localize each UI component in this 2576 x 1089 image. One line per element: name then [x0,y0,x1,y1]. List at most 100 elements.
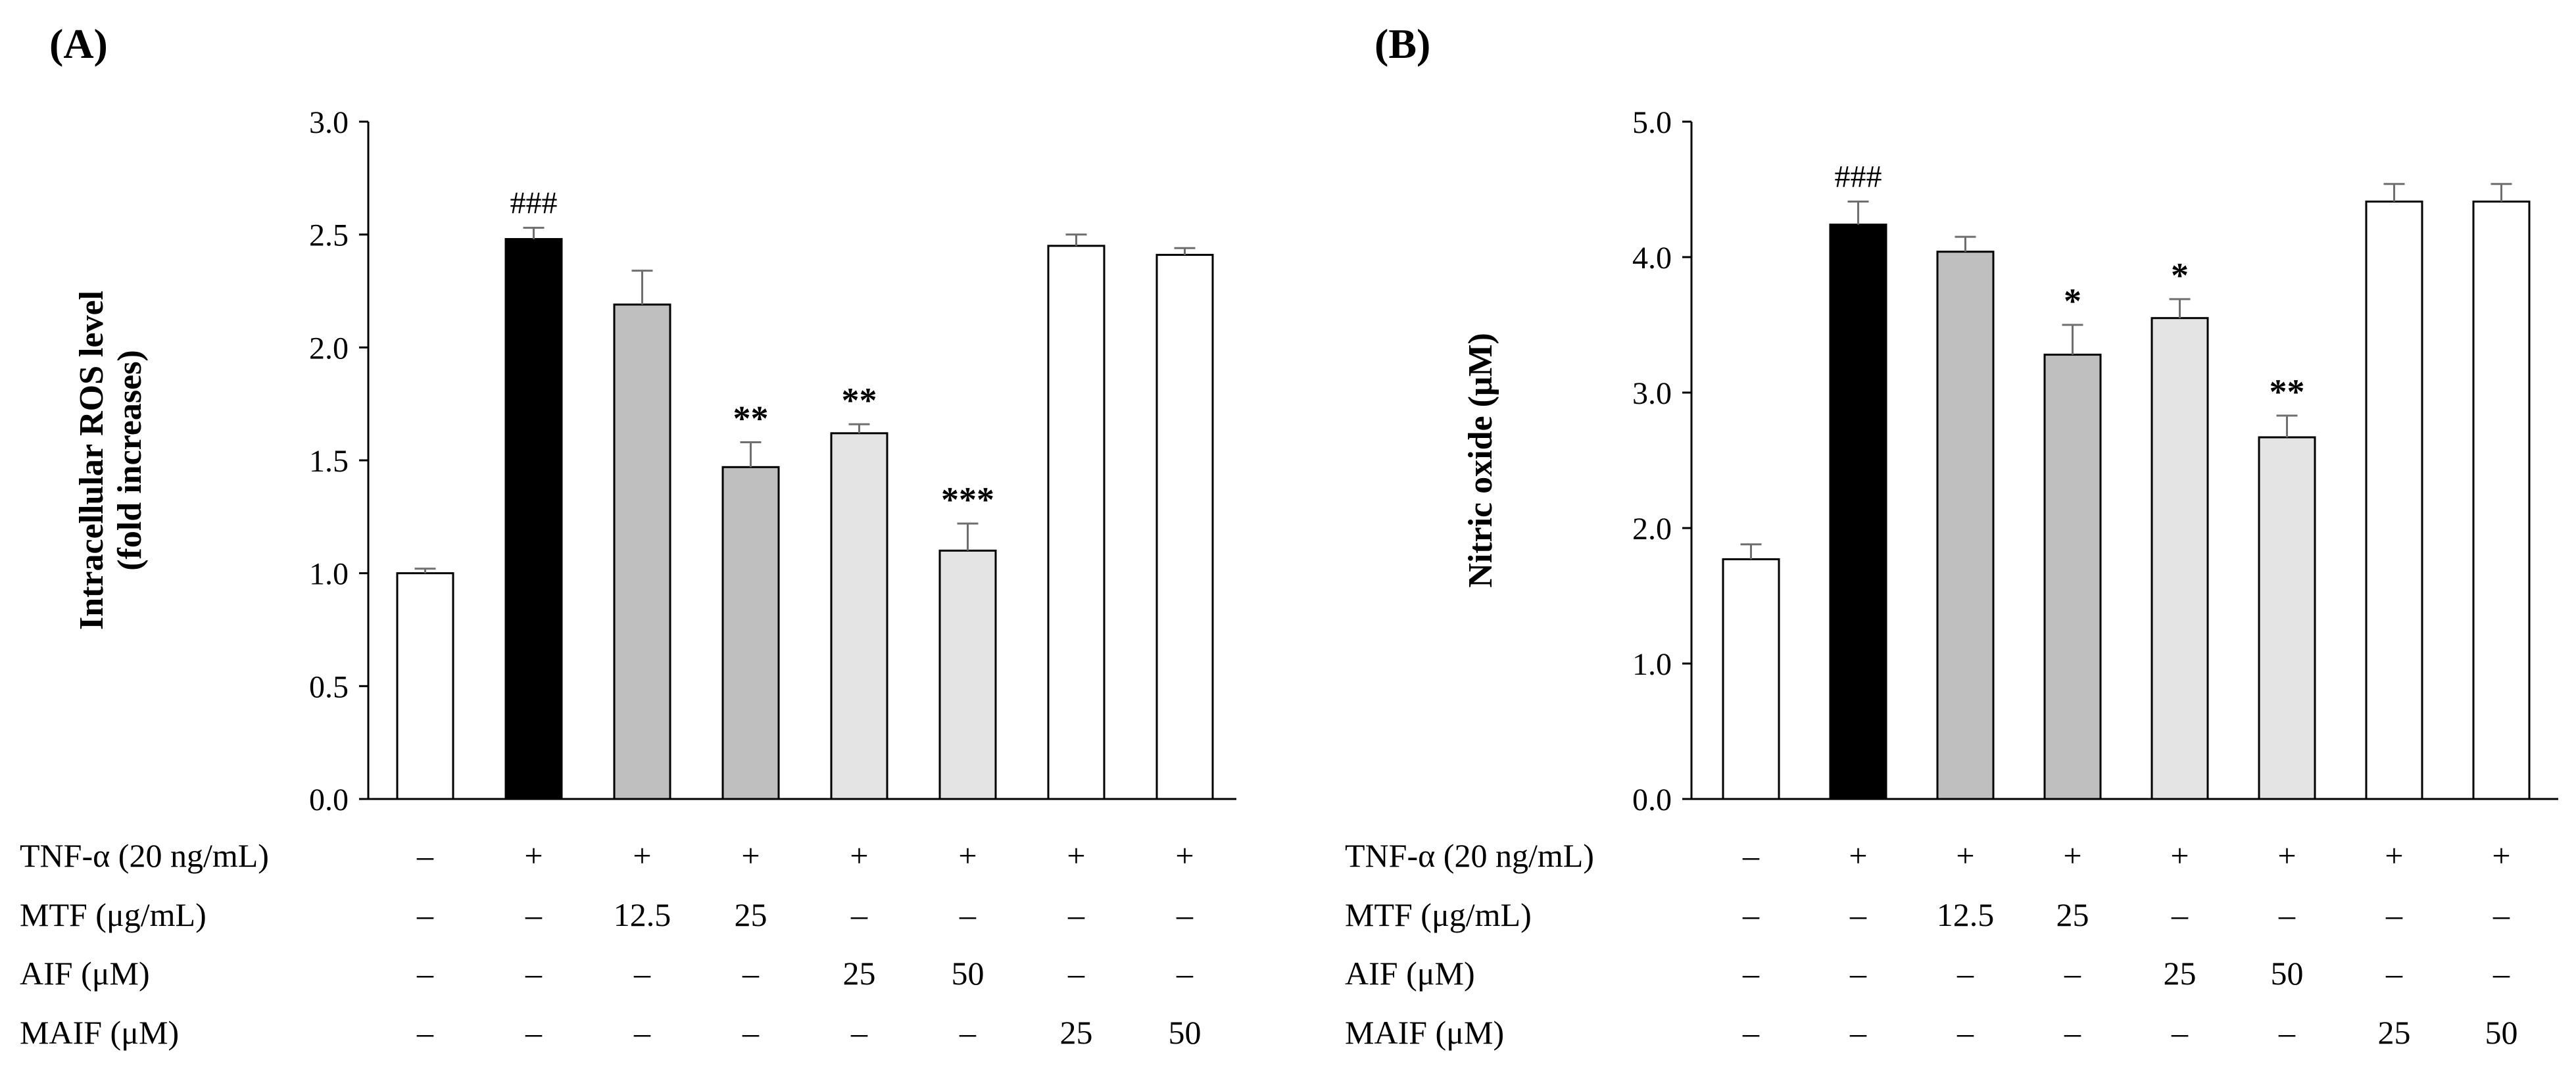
bar [504,238,563,800]
treatment-value: – [742,1014,760,1051]
treatment-value: + [958,837,977,874]
treatment-value: + [1956,837,1974,874]
treatment-label: MAIF (μM) [1345,1014,1504,1051]
treatment-value: 50 [1169,1014,1202,1051]
y-tick-label: 2.0 [309,331,349,366]
y-tick-label: 1.0 [309,557,349,592]
bar [2151,317,2209,800]
treatment-value: + [633,837,651,874]
significance-label: *** [941,480,994,520]
treatment-value: + [2170,837,2189,874]
y-tick-label: 4.0 [1632,241,1672,276]
treatment-value: 50 [952,955,984,992]
treatment-value: – [1849,955,1867,992]
treatment-value: + [524,837,543,874]
panel-a: (A) 0.0 0.5 1.0 1.5 2.0 2.5 3.0 Intracellular RO… [49,20,1236,817]
treatment-value: – [2278,896,2296,933]
treatment-label: TNF-α (20 ng/mL) [20,837,269,874]
treatment-value: + [850,837,868,874]
treatment-value: – [2278,1014,2296,1051]
treatment-value: + [2492,837,2510,874]
treatment-value: – [525,1014,543,1051]
treatment-label: AIF (μM) [1345,955,1475,992]
y-tick-label: 2.0 [1632,512,1672,546]
treatment-value: – [2171,1014,2189,1051]
treatment-value: – [416,955,434,992]
treatment-value: + [1067,837,1085,874]
y-tick-label: 0.0 [309,783,349,817]
y-axis-label: Intracellular ROS level [73,291,110,630]
significance-label: ** [2270,372,2305,412]
y-tick-label: 0.0 [1632,783,1672,817]
treatment-value: + [2277,837,2296,874]
treatment-value: – [416,896,434,933]
treatment-value: – [2171,896,2189,933]
treatment-value: 25 [2164,955,2197,992]
significance-label: ** [733,399,769,439]
y-tick-label: 5.0 [1632,105,1672,140]
treatment-value: + [1175,837,1194,874]
bar [1047,245,1106,800]
treatment-value: 25 [843,955,876,992]
treatment-value: 25 [2056,896,2089,933]
treatment-value: – [742,955,760,992]
treatment-label: MAIF (μM) [20,1014,179,1051]
significance-label: ** [842,381,877,420]
treatment-value: – [2385,896,2403,933]
treatment-value: – [1742,1014,1760,1051]
treatment-value: – [525,955,543,992]
bar [830,432,888,800]
significance-label: * [2064,281,2081,321]
treatment-value: – [959,896,977,933]
treatment-value: – [525,896,543,933]
treatment-value: 50 [2485,1014,2518,1051]
significance-label: ### [510,185,558,220]
treatment-value: 25 [2378,1014,2411,1051]
bar [613,303,671,800]
bar [1829,224,1887,800]
treatment-value: – [633,955,651,992]
panel-label: (B) [1374,20,1430,67]
bar [2365,201,2423,800]
treatment-value: – [850,1014,868,1051]
treatment-label: MTF (μg/mL) [20,896,207,933]
treatment-value: + [2385,837,2403,874]
treatment-value: – [1742,955,1760,992]
treatment-value: – [1176,896,1194,933]
treatment-label: MTF (μg/mL) [1345,896,1532,933]
treatment-value: – [1742,896,1760,933]
treatment-value: – [633,1014,651,1051]
treatment-value: – [1742,837,1760,874]
treatment-value: – [1067,896,1085,933]
treatment-value: – [2492,896,2510,933]
treatment-value: – [2064,1014,2081,1051]
treatment-value: + [1849,837,1867,874]
treatment-value: 12.5 [1937,896,1995,933]
treatment-value: – [1067,955,1085,992]
treatment-label: AIF (μM) [20,955,150,992]
bar [1722,558,1780,800]
y-tick-label: 3.0 [309,105,349,140]
bar [396,572,454,800]
y-tick-label: 2.5 [309,218,349,253]
treatment-value: – [2492,955,2510,992]
significance-label: ### [1835,160,1882,195]
y-tick-label: 3.0 [1632,376,1672,411]
treatment-value: + [2063,837,2081,874]
treatment-value: – [1849,1014,1867,1051]
y-tick-label: 0.5 [309,669,349,704]
treatment-table-a: TNF-α (20 ng/mL) – + + + + + + + MTF (μg/mL) – – 12.… [20,837,1202,1051]
treatment-value: – [416,1014,434,1051]
treatment-label: TNF-α (20 ng/mL) [1345,837,1594,874]
treatment-value: – [1956,1014,1974,1051]
treatment-value: – [850,896,868,933]
bar [1936,251,1995,800]
panel-b: (B) 0.0 1.0 2.0 3.0 4.0 5.0 Nitric oxide (μM) ##… [1374,20,2558,817]
y-tick-label: 1.0 [1632,647,1672,682]
panel-label: (A) [49,20,108,67]
treatment-value: – [1176,955,1194,992]
bar [721,466,780,800]
significance-label: * [2171,256,2189,295]
treatment-table-b: TNF-α (20 ng/mL) – + + + + + + + MTF (μg/mL) – – 12.… [1345,837,2518,1051]
